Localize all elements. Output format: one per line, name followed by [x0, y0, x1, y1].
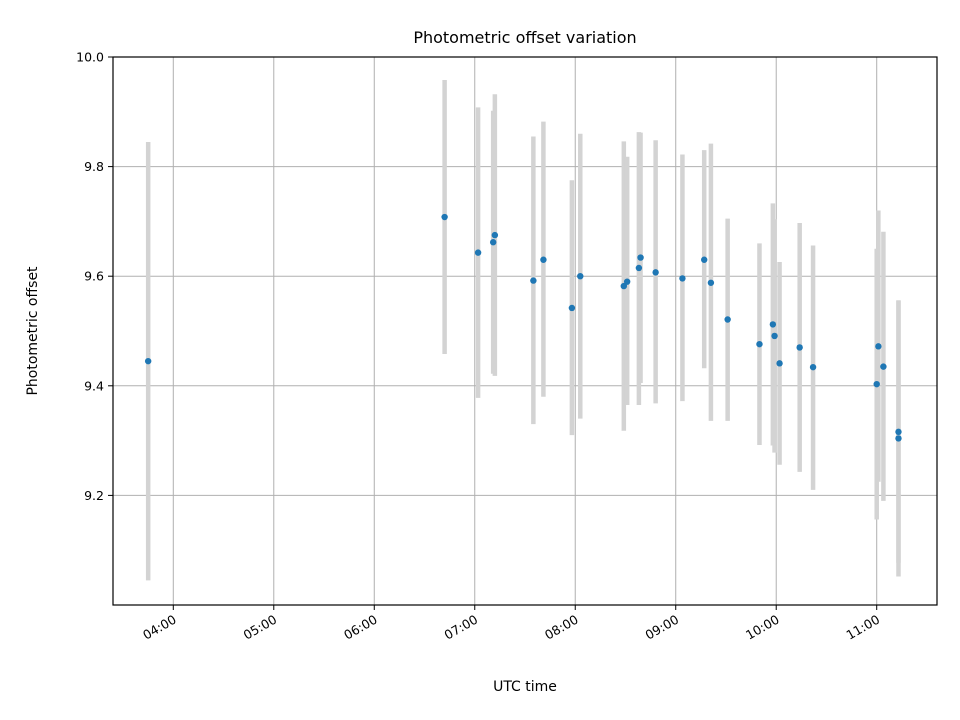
- data-point: [441, 213, 448, 221]
- data-point: [540, 256, 547, 263]
- y-tick-label: 10.0: [76, 50, 104, 65]
- data-point: [635, 264, 643, 272]
- data-point: [895, 428, 902, 436]
- data-point: [875, 343, 882, 350]
- data-point: [568, 304, 576, 312]
- y-tick-label: 9.6: [84, 269, 104, 284]
- data-point: [144, 357, 152, 365]
- data-point: [623, 278, 631, 285]
- data-point: [769, 321, 777, 328]
- data-point: [701, 256, 708, 263]
- data-point: [577, 273, 584, 280]
- data-point: [652, 269, 659, 276]
- plot-frame: [112, 56, 938, 606]
- data-point: [771, 332, 778, 340]
- y-tick-label: 9.8: [84, 159, 104, 174]
- data-point: [776, 360, 783, 367]
- data-point: [873, 380, 880, 388]
- data-point: [620, 282, 628, 290]
- data-point: [491, 231, 499, 239]
- data-point: [809, 363, 817, 371]
- y-axis-ticks: 9.2 9.4 9.6 9.8 10.0: [76, 50, 113, 503]
- x-axis-label: UTC time: [493, 679, 557, 695]
- data-point: [895, 435, 902, 442]
- data-point: [530, 277, 537, 284]
- data-point: [474, 249, 482, 256]
- y-tick-label: 9.4: [84, 378, 104, 393]
- data-point: [489, 239, 497, 246]
- data-point: [880, 363, 887, 370]
- data-point: [679, 275, 686, 282]
- y-tick-label: 9.2: [84, 488, 104, 503]
- data-point: [637, 254, 644, 261]
- data-point: [707, 279, 715, 286]
- data-point: [756, 340, 763, 348]
- data-point: [724, 316, 731, 323]
- data-points: [144, 213, 902, 442]
- chart-title: Photometric offset variation: [413, 28, 636, 47]
- data-point: [796, 344, 803, 351]
- y-axis-label: Photometric offset: [25, 266, 41, 396]
